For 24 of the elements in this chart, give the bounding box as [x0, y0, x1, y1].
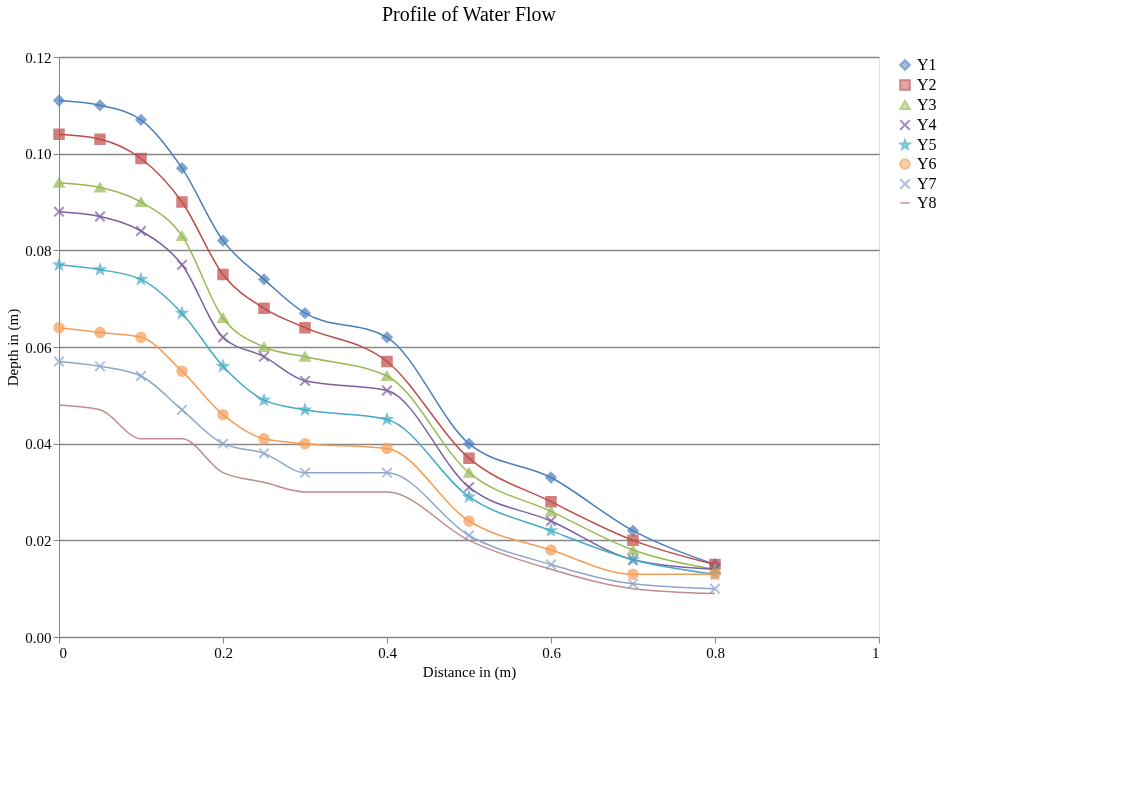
- y-tick-label: 0.06: [25, 339, 52, 356]
- y-tick-label: 0.08: [25, 242, 52, 259]
- legend-label: Y5: [917, 136, 937, 153]
- legend-label: Y3: [917, 96, 937, 113]
- y-tick-label: 0.10: [25, 146, 52, 163]
- chart-title: Profile of Water Flow: [381, 3, 557, 25]
- legend-label: Y2: [917, 76, 937, 93]
- x-tick-label: 0.6: [542, 644, 562, 661]
- y-tick-label: 0.00: [25, 629, 52, 646]
- x-tick-label: 0.2: [214, 644, 233, 661]
- x-tick-label: 0: [59, 644, 67, 661]
- legend-label: Y7: [917, 175, 937, 192]
- y-tick-label: 0.02: [25, 532, 52, 549]
- y-tick-label: 0.04: [25, 436, 52, 453]
- legend-label: Y1: [917, 56, 937, 73]
- x-tick-label: 0.4: [378, 644, 398, 661]
- x-tick-label: 0.8: [706, 644, 725, 661]
- x-tick-label: 1: [872, 644, 880, 661]
- y-axis-title: Depth in (m): [5, 308, 23, 387]
- legend-label: Y4: [917, 116, 937, 133]
- y-tick-label: 0.12: [25, 49, 52, 66]
- legend-label: Y8: [917, 194, 937, 211]
- x-axis-title: Distance in (m): [422, 663, 517, 681]
- legend-label: Y6: [917, 155, 937, 172]
